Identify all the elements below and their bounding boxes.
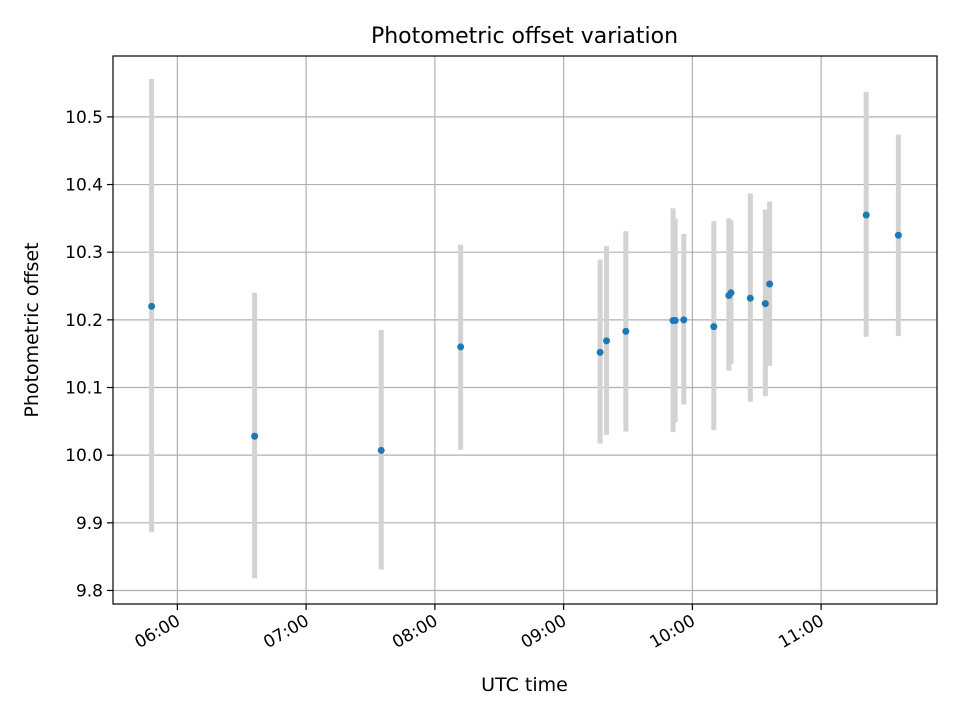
- y-axis-label: Photometric offset: [21, 242, 43, 417]
- data-point: [377, 446, 385, 454]
- x-axis-label: UTC time: [481, 674, 568, 696]
- data-point: [766, 280, 774, 288]
- data-point: [603, 337, 611, 345]
- y-tick-label: 10.4: [65, 176, 103, 196]
- y-tick-label: 10.2: [65, 311, 103, 331]
- y-tick-label: 9.8: [76, 581, 103, 601]
- data-point: [761, 300, 769, 308]
- data-points: [148, 211, 902, 454]
- data-point: [622, 327, 630, 335]
- y-tick-label: 10.0: [65, 446, 103, 466]
- data-point: [894, 231, 902, 239]
- data-point: [671, 317, 679, 325]
- y-tick-label: 10.1: [65, 379, 103, 399]
- data-point: [746, 294, 754, 302]
- data-point: [457, 343, 465, 351]
- y-tick-label: 10.5: [65, 108, 103, 128]
- y-tick-label: 10.3: [65, 243, 103, 263]
- data-point: [727, 289, 735, 297]
- grid-lines: [113, 56, 937, 604]
- plot-area-frame: [112, 55, 938, 605]
- data-point: [251, 432, 259, 440]
- data-point: [148, 302, 156, 310]
- data-point: [862, 211, 870, 219]
- y-tick-label: 9.9: [76, 514, 103, 534]
- chart-title: Photometric offset variation: [371, 24, 678, 49]
- data-point: [710, 323, 718, 331]
- data-point: [680, 316, 688, 324]
- data-point: [596, 348, 604, 356]
- y-axis-ticks: 9.8 9.9 10.0 10.1 10.2 10.3 10.4 10.5: [65, 108, 113, 601]
